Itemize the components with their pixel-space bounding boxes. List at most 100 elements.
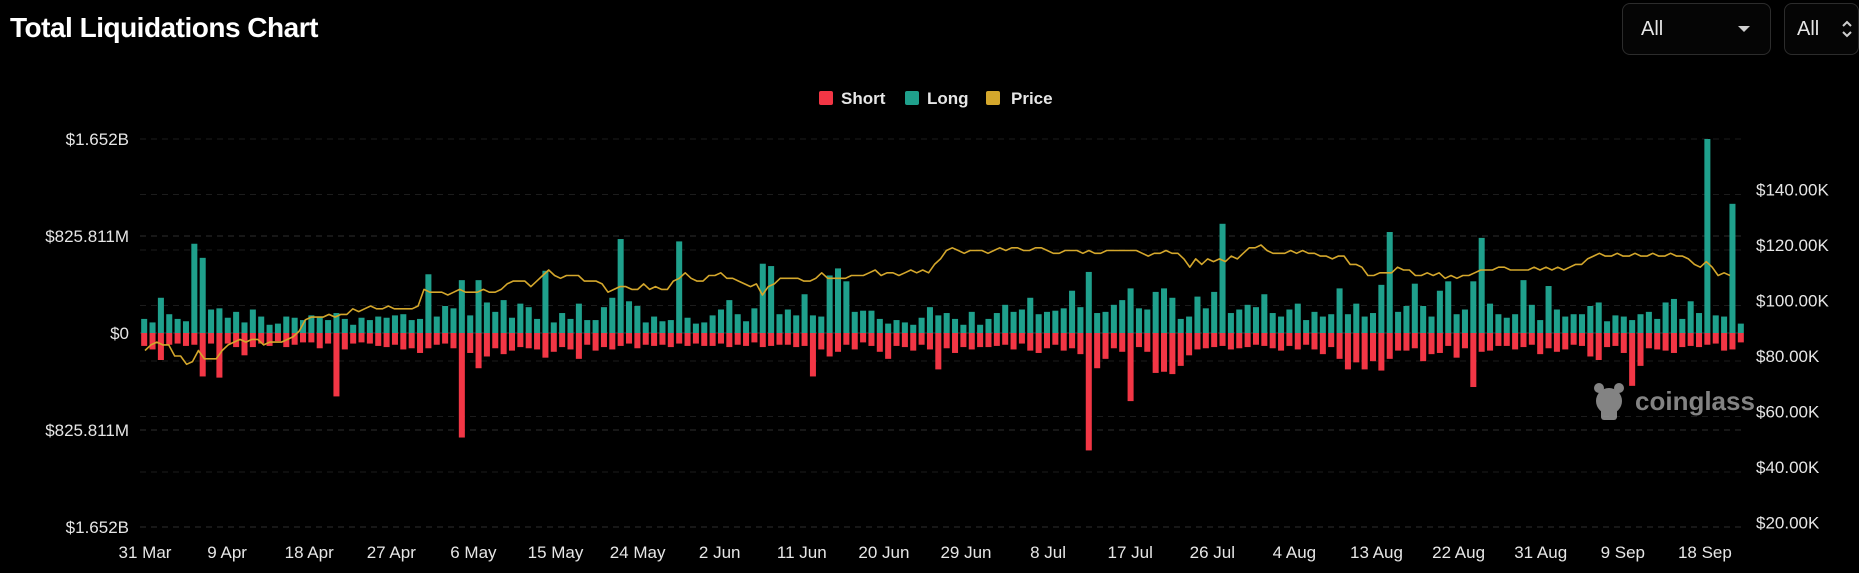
y-left-tick-label: $1.652B	[66, 130, 129, 149]
x-tick-label: 2 Jun	[699, 543, 741, 562]
long-bar	[1060, 308, 1067, 333]
long-bar	[1018, 309, 1025, 333]
long-bar	[1428, 316, 1435, 333]
long-bar	[241, 322, 248, 333]
x-tick-label: 11 Jun	[777, 543, 827, 562]
short-bar	[1002, 333, 1009, 345]
short-bar	[701, 333, 708, 346]
long-bar	[600, 307, 607, 333]
grid-lines	[140, 138, 1745, 528]
short-bar	[1721, 333, 1728, 351]
page-title: Total Liquidations Chart	[10, 12, 318, 43]
short-bar	[1687, 333, 1694, 346]
long-bar	[375, 316, 382, 333]
long-bar	[1637, 314, 1644, 333]
long-bar	[642, 322, 649, 333]
long-bar	[542, 270, 549, 333]
short-bar	[1194, 333, 1201, 350]
short-bar	[1654, 333, 1661, 350]
y-right-tick-label: $100.00K	[1756, 292, 1829, 311]
long-bar	[977, 324, 984, 333]
long-bar	[1562, 316, 1569, 333]
long-bar	[584, 320, 591, 333]
x-tick-label: 18 Sep	[1678, 543, 1732, 562]
short-bar	[1520, 333, 1527, 348]
long-bar	[1319, 316, 1326, 333]
short-bar	[1612, 333, 1619, 346]
x-tick-label: 4 Aug	[1273, 543, 1317, 562]
chart-legend: Short Long Price	[819, 89, 1053, 108]
short-bar	[1670, 333, 1677, 353]
legend-label-short[interactable]: Short	[841, 89, 886, 108]
legend-label-price[interactable]: Price	[1011, 89, 1053, 108]
y-left-tick-label: $825.811M	[45, 227, 129, 246]
long-bar	[1545, 286, 1552, 333]
short-bar	[333, 333, 340, 397]
short-bar	[433, 333, 440, 345]
long-bar	[926, 307, 933, 333]
short-bar	[1186, 333, 1193, 356]
short-bar	[667, 333, 674, 348]
short-bar	[550, 333, 557, 352]
coin-select[interactable]: All	[1784, 3, 1859, 55]
short-bar	[692, 333, 699, 344]
long-bar	[1528, 304, 1535, 333]
long-bar	[1553, 309, 1560, 333]
long-bar	[525, 307, 532, 333]
long-bar	[1696, 313, 1703, 333]
short-bar	[843, 333, 850, 345]
long-bar	[1353, 303, 1360, 333]
short-bar	[1679, 333, 1686, 348]
short-bar	[1637, 333, 1644, 366]
long-bar	[1654, 318, 1661, 333]
long-bar	[868, 310, 875, 333]
long-bar	[1336, 288, 1343, 333]
short-bar	[525, 333, 532, 349]
short-bar	[1629, 333, 1636, 386]
long-bar	[626, 301, 633, 333]
long-bar	[1378, 284, 1385, 333]
price-line-group	[144, 244, 1731, 366]
long-bar	[1127, 288, 1134, 333]
short-bar	[1403, 333, 1410, 351]
long-bar	[776, 314, 783, 333]
short-bar	[1060, 333, 1067, 351]
long-bar	[174, 318, 181, 333]
short-bar	[492, 333, 499, 349]
short-bar	[508, 333, 515, 351]
long-bar	[743, 321, 750, 333]
range-select[interactable]: All	[1622, 3, 1771, 55]
short-bar	[274, 333, 281, 342]
short-bar	[1662, 333, 1669, 351]
long-bar	[483, 302, 490, 333]
long-bar	[801, 294, 808, 333]
long-bar	[1069, 290, 1076, 333]
short-bar	[776, 333, 783, 345]
long-bar	[1386, 232, 1393, 333]
long-bar	[1027, 297, 1034, 333]
short-bar	[383, 333, 390, 348]
short-bar	[885, 333, 892, 359]
short-bar	[1069, 333, 1076, 349]
short-bar	[952, 333, 959, 353]
x-tick-label: 22 Aug	[1432, 543, 1485, 562]
short-bar	[926, 333, 933, 350]
legend-swatch-price	[986, 91, 1000, 105]
short-bar	[1135, 333, 1142, 348]
short-bar	[1570, 333, 1577, 345]
short-bar	[1294, 333, 1301, 350]
long-bar	[1503, 317, 1510, 333]
long-bar	[918, 317, 925, 333]
y-right-tick-label: $20.00K	[1756, 514, 1820, 533]
short-bar	[1127, 333, 1134, 402]
long-bar	[308, 315, 315, 333]
short-bar	[1386, 333, 1393, 359]
long-bar	[851, 311, 858, 333]
long-bar	[784, 309, 791, 333]
short-bar	[651, 333, 658, 346]
long-bar	[1470, 281, 1477, 333]
legend-label-long[interactable]: Long	[927, 89, 969, 108]
long-bar	[1453, 314, 1460, 333]
short-bar	[241, 333, 248, 356]
